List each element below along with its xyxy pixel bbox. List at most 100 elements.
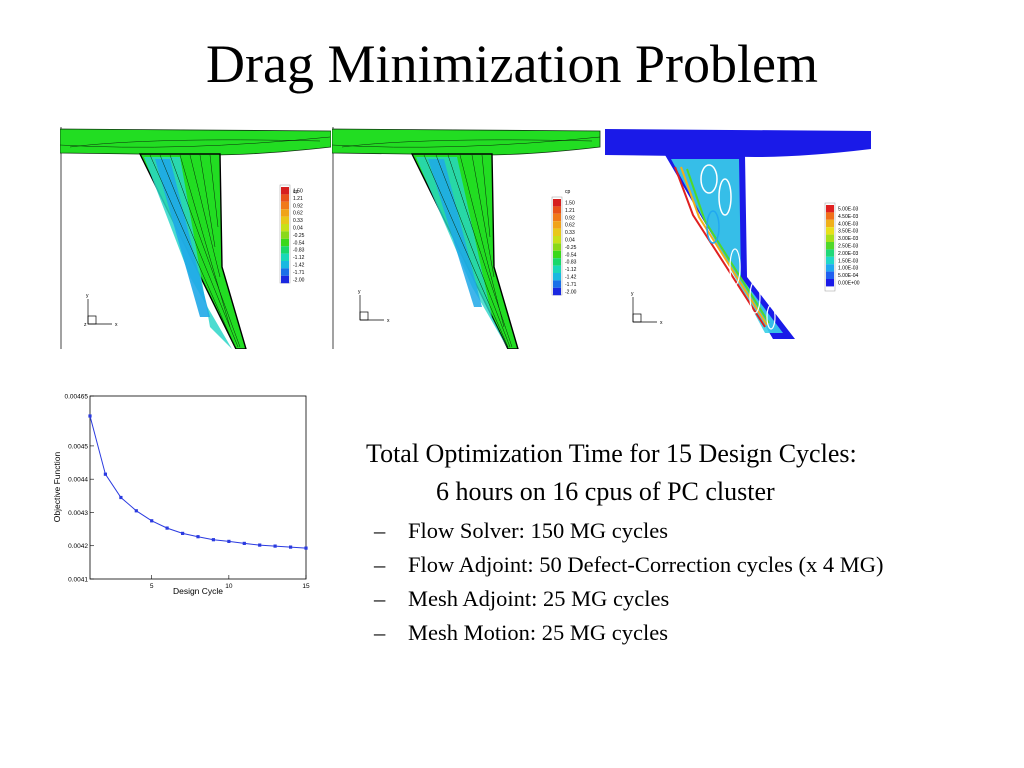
legend-label: -1.71 xyxy=(293,270,305,276)
legend-swatch xyxy=(281,253,289,261)
bullet-text: Mesh Adjoint: 25 MG cycles xyxy=(408,586,670,611)
legend-label: -1.42 xyxy=(565,275,577,281)
x-axis-ticks: 5 10 15 xyxy=(150,575,310,590)
axis-label-y: y xyxy=(358,289,361,295)
axis-triad xyxy=(632,297,657,323)
legend-swatch xyxy=(826,234,834,242)
bullet-text: Flow Solver: 150 MG cycles xyxy=(408,518,668,543)
bullet-list: – Flow Solver: 150 MG cycles – Flow Adjoin… xyxy=(374,514,1024,650)
legend-label: 0.92 xyxy=(565,215,575,221)
summary-heading: Total Optimization Time for 15 Design Cy… xyxy=(366,439,857,468)
y-tick-label: 0.00465 xyxy=(65,394,89,401)
legend-label: 0.92 xyxy=(293,203,303,209)
data-point xyxy=(103,472,107,476)
legend-swatch xyxy=(281,275,289,284)
bullet-text: Mesh Motion: 25 MG cycles xyxy=(408,620,668,645)
legend-label: 2.00E-03 xyxy=(838,251,859,257)
y-tick-label: 0.0045 xyxy=(68,443,88,450)
legend-labels: 5.00E-034.50E-034.00E-03 3.50E-033.00E-03… xyxy=(838,207,860,287)
legend-label: -0.25 xyxy=(293,233,305,239)
legend-swatch xyxy=(826,242,834,250)
legend-label: -2.00 xyxy=(293,277,305,283)
axis-label-y: y xyxy=(631,291,634,297)
legend-labels: 1.501.210.920.620.330.04-0.25-0.54-0.83-… xyxy=(293,189,305,284)
contour-lines xyxy=(332,136,601,348)
legend-label: 2.50E-03 xyxy=(838,244,859,250)
legend-label: -0.54 xyxy=(565,252,577,258)
legend-swatch xyxy=(553,280,561,288)
legend-swatch xyxy=(553,265,561,273)
legend-swatch xyxy=(281,224,289,232)
axis-label-x: x xyxy=(115,322,118,328)
axis-triad xyxy=(359,295,384,321)
legend-swatch xyxy=(281,238,289,247)
legend-label: 3.50E-03 xyxy=(838,229,859,235)
bullet-text: Flow Adjoint: 50 Defect-Correction cycle… xyxy=(408,552,884,577)
bullet-item: – Mesh Motion: 25 MG cycles xyxy=(374,616,1024,650)
adjoint-contours xyxy=(674,164,776,330)
legend-swatch xyxy=(281,201,289,210)
axis-label-y: y xyxy=(86,293,89,299)
data-point xyxy=(134,509,138,513)
legend-label: 3.00E-03 xyxy=(838,236,859,242)
legend-swatch xyxy=(826,279,834,287)
legend-label: -0.54 xyxy=(293,240,305,246)
legend-label: 5.00E-03 xyxy=(838,207,859,213)
slide-title: Drag Minimization Problem xyxy=(206,34,818,94)
x-axis-label: Design Cycle xyxy=(173,586,223,596)
legend-label: 1.21 xyxy=(293,196,303,202)
legend-swatch xyxy=(826,264,834,272)
legend-label: -0.83 xyxy=(565,260,577,266)
legend-swatch xyxy=(553,213,561,222)
legend-label: 0.00E+00 xyxy=(838,281,860,287)
legend-label: -0.25 xyxy=(565,245,577,251)
data-point xyxy=(150,519,154,523)
legend-swatch xyxy=(553,228,561,236)
legend-label: -1.12 xyxy=(565,267,577,273)
legend-label: 0.62 xyxy=(293,211,303,217)
legend-swatch xyxy=(826,249,834,257)
bullet-item: – Flow Adjoint: 50 Defect-Correction cycl… xyxy=(374,548,1024,582)
legend-swatch xyxy=(553,258,561,266)
legend-title: cp xyxy=(565,189,571,195)
data-point xyxy=(88,414,92,418)
legend-title: cp xyxy=(293,189,299,195)
legend-swatch xyxy=(826,219,834,228)
legend-label: -1.12 xyxy=(293,255,305,261)
x-tick-label: 15 xyxy=(302,583,310,590)
legend-swatch xyxy=(281,216,289,224)
chart-svg: 0.0041 0.0042 0.0043 0.0044 0.0045 0.00465 5 1… xyxy=(52,394,310,597)
axis-triad xyxy=(87,299,112,325)
legend-swatch xyxy=(281,194,289,202)
legend-swatch xyxy=(553,273,561,281)
legend-swatch xyxy=(826,212,834,220)
bullet-marker: – xyxy=(374,518,386,543)
legend-swatches xyxy=(826,205,834,287)
legend-label: 4.00E-03 xyxy=(838,221,859,227)
y-axis-label: Objective Function xyxy=(52,452,62,523)
data-point xyxy=(227,539,231,543)
data-point xyxy=(196,535,200,539)
low-pressure-region xyxy=(155,159,210,317)
y-axis-ticks: 0.0041 0.0042 0.0043 0.0044 0.0045 0.00465 xyxy=(65,394,94,584)
legend-swatch xyxy=(281,268,289,276)
legend-swatch xyxy=(826,271,834,279)
data-point xyxy=(242,541,246,545)
legend-swatches xyxy=(281,187,289,284)
legend-label: 1.50 xyxy=(293,189,303,195)
bullet-marker: – xyxy=(374,620,386,645)
axis-label-x: x xyxy=(387,318,390,324)
legend-label: -0.83 xyxy=(293,248,305,254)
legend-swatch xyxy=(553,221,561,229)
data-point xyxy=(211,538,215,542)
low-pressure-region xyxy=(428,159,482,307)
data-point xyxy=(181,531,185,535)
legend-label: 5.00E-04 xyxy=(838,273,859,279)
legend-swatch xyxy=(553,206,561,214)
legend-swatch xyxy=(826,227,834,235)
adjoint-contour-panel-3: 5.00E-03 4.50E-03 4.00E-03 3.50E-03 3.00E-03… xyxy=(605,127,876,349)
objective-convergence-chart: 0.0041 0.0042 0.0043 0.0044 0.0045 0.00465 5 1… xyxy=(40,384,320,599)
summary-block: Total Optimization Time for 15 Design Cy… xyxy=(364,436,1024,650)
data-point xyxy=(289,545,293,549)
pressure-contour-plot-2: cp 1.501.210.92 0.620.33 0.04-0.25-0.54 -0.… xyxy=(332,127,603,349)
